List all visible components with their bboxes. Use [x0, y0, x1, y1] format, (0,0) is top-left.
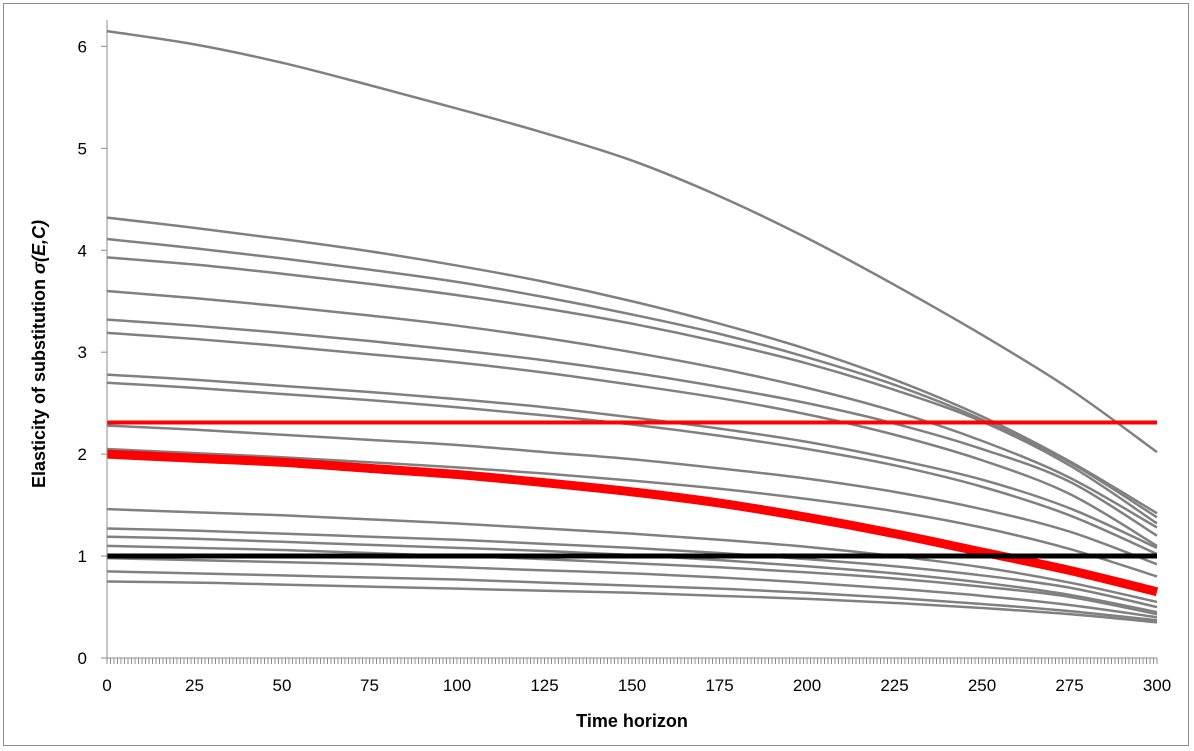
series-line-gray-15 [106, 556, 1158, 619]
y-tick-label: 4 [78, 241, 87, 260]
series-line-gray-8 [106, 381, 1158, 556]
series-line-gray-1 [106, 216, 1158, 515]
series-line-gray-6 [106, 331, 1158, 547]
x-tick-label: 100 [443, 676, 471, 695]
series-line-gray-5 [106, 318, 1158, 537]
series-line-gray-9 [106, 424, 1158, 566]
series-line-gray-7 [106, 373, 1158, 550]
series-line-gray-4 [106, 289, 1158, 529]
y-axis-title-symbol: σ(E,C) [29, 220, 49, 274]
series-line-gray-17 [106, 580, 1158, 624]
y-tick-label: 6 [78, 37, 87, 56]
y-axis-title: Elasticity of substitution σ(E,C) [29, 220, 49, 488]
x-tick-label: 175 [705, 676, 733, 695]
x-tick-label: 50 [273, 676, 292, 695]
series-line-gray-0 [106, 29, 1158, 454]
y-tick-label: 2 [78, 445, 87, 464]
series-line-gray-11 [106, 507, 1158, 604]
x-tick-label: 275 [1055, 676, 1083, 695]
x-tick-label: 25 [185, 676, 204, 695]
y-tick-label: 3 [78, 343, 87, 362]
y-axis-title-text: Elasticity of substitution [29, 274, 49, 488]
x-tick-label: 225 [880, 676, 908, 695]
y-tick-label: 1 [78, 547, 87, 566]
x-axis-title: Time horizon [576, 711, 688, 731]
series-line-gray-12 [106, 527, 1158, 609]
y-tick-label: 5 [78, 139, 87, 158]
x-tick-label: 300 [1143, 676, 1171, 695]
axes-layer: 0 1 2 3 4 5 6 0 25 50 75 100 125 150 175 200 225 250 275 30… [78, 20, 1171, 695]
series-line-gray-16 [106, 570, 1158, 622]
x-tick-label: 125 [530, 676, 558, 695]
series-line-gray-2 [106, 237, 1158, 519]
x-tick-label: 200 [793, 676, 821, 695]
series-line-gray-10 [106, 447, 1158, 578]
series-layer [106, 29, 1159, 624]
x-tick-label: 0 [102, 676, 111, 695]
chart-frame [3, 3, 1189, 746]
x-tick-label: 75 [360, 676, 379, 695]
y-tick-label: 0 [78, 649, 87, 668]
series-line-red-19 [106, 449, 1159, 597]
series-line-gray-14 [106, 544, 1158, 616]
x-tick-label: 250 [968, 676, 996, 695]
x-tick-label: 150 [618, 676, 646, 695]
